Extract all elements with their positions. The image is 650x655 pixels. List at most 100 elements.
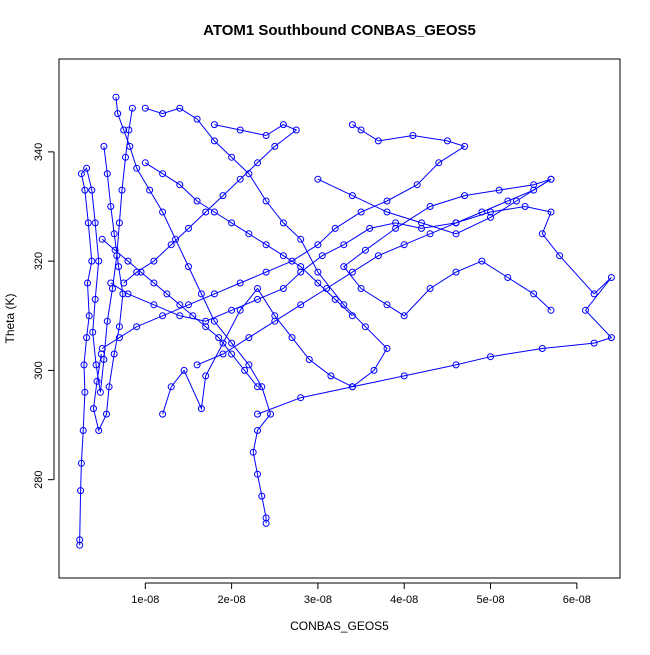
- data-point: [103, 170, 111, 178]
- data-point: [530, 186, 538, 194]
- data-point: [219, 350, 227, 358]
- data-point: [81, 186, 89, 194]
- data-point: [84, 219, 92, 227]
- data-point: [452, 361, 460, 369]
- data-point: [504, 274, 512, 281]
- data-point: [443, 137, 451, 145]
- y-tick-label: 340: [33, 143, 45, 161]
- data-point: [279, 219, 287, 227]
- data-point: [400, 312, 408, 320]
- data-point: [228, 339, 236, 347]
- data-point: [90, 405, 97, 413]
- plot-area: [76, 93, 615, 549]
- data-point: [297, 235, 305, 243]
- x-tick-label: 6e-08: [563, 594, 591, 606]
- data-point: [176, 104, 184, 112]
- data-point: [215, 334, 223, 342]
- data-point: [392, 224, 400, 232]
- data-point: [228, 306, 236, 314]
- data-point: [607, 334, 615, 342]
- data-point: [210, 290, 218, 298]
- data-point: [236, 306, 244, 314]
- data-point: [159, 410, 167, 418]
- data-point: [210, 208, 218, 216]
- data-point: [210, 121, 218, 129]
- data-point: [267, 410, 274, 418]
- data-point: [582, 306, 589, 314]
- data-point: [271, 142, 279, 150]
- data-point: [348, 312, 356, 320]
- data-point: [327, 372, 335, 380]
- data-point: [103, 317, 111, 325]
- data-point: [77, 170, 85, 178]
- data-point: [193, 197, 201, 205]
- data-point: [418, 219, 425, 227]
- data-point: [185, 224, 192, 232]
- data-point: [262, 197, 270, 205]
- data-point: [348, 121, 356, 129]
- data-point: [88, 186, 96, 194]
- data-point: [76, 536, 84, 544]
- data-point: [180, 366, 188, 374]
- data-point: [478, 208, 486, 216]
- x-tick-label: 4e-08: [390, 594, 418, 606]
- data-point: [197, 290, 205, 298]
- data-point: [103, 410, 110, 418]
- data-point: [163, 290, 171, 298]
- data-point: [370, 366, 378, 374]
- data-point: [530, 290, 538, 298]
- data-point: [141, 104, 149, 112]
- series-line: [196, 178, 552, 366]
- data-point: [111, 246, 119, 254]
- data-point: [271, 317, 279, 325]
- data-point: [115, 219, 123, 227]
- data-point: [254, 295, 261, 303]
- data-point: [91, 295, 99, 303]
- data-point: [297, 263, 305, 271]
- data-point: [167, 383, 175, 391]
- data-point: [89, 328, 97, 336]
- data-point: [115, 323, 123, 331]
- data-point: [137, 268, 145, 276]
- data-point: [487, 213, 494, 221]
- data-point: [228, 219, 236, 227]
- data-point: [258, 492, 266, 500]
- data-point: [262, 268, 270, 276]
- data-point: [193, 115, 201, 123]
- data-point: [159, 312, 167, 320]
- data-point: [348, 383, 356, 391]
- data-point: [452, 268, 460, 276]
- data-point: [340, 241, 348, 249]
- data-point: [115, 263, 123, 271]
- data-point: [236, 279, 244, 287]
- series-line: [101, 124, 466, 349]
- data-point: [245, 334, 253, 342]
- data-point: [133, 164, 141, 172]
- data-point: [84, 279, 91, 287]
- data-point: [607, 274, 615, 281]
- data-point: [91, 219, 99, 227]
- data-point: [318, 252, 326, 260]
- data-point: [245, 361, 253, 369]
- data-point: [124, 257, 132, 265]
- data-point: [122, 153, 129, 161]
- data-point: [279, 121, 287, 129]
- series-line: [92, 146, 124, 432]
- data-point: [288, 334, 296, 342]
- series-line: [115, 97, 272, 524]
- data-point: [80, 361, 88, 369]
- data-point: [383, 197, 391, 205]
- data-point: [331, 224, 339, 232]
- data-point: [314, 268, 322, 276]
- data-point: [254, 159, 261, 167]
- data-point: [241, 366, 249, 374]
- data-point: [547, 208, 555, 216]
- series-line: [145, 107, 388, 415]
- data-point: [228, 350, 236, 358]
- data-point: [426, 203, 434, 210]
- data-point: [141, 159, 149, 167]
- data-point: [357, 285, 365, 292]
- data-point: [340, 263, 348, 271]
- data-point: [487, 208, 494, 216]
